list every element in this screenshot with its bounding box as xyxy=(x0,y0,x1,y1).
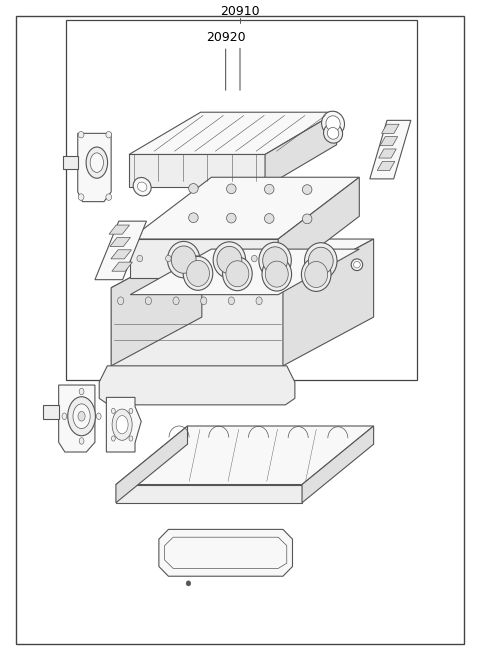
Ellipse shape xyxy=(262,257,291,291)
Polygon shape xyxy=(159,529,292,576)
Polygon shape xyxy=(63,156,78,169)
Ellipse shape xyxy=(322,111,345,136)
Ellipse shape xyxy=(183,257,213,290)
Ellipse shape xyxy=(106,132,112,138)
Ellipse shape xyxy=(201,297,207,305)
Polygon shape xyxy=(302,426,373,503)
Polygon shape xyxy=(111,250,132,259)
Ellipse shape xyxy=(111,436,115,441)
Ellipse shape xyxy=(96,413,101,419)
Ellipse shape xyxy=(168,242,200,278)
Polygon shape xyxy=(116,485,302,503)
Polygon shape xyxy=(112,262,132,271)
Polygon shape xyxy=(43,405,59,419)
Ellipse shape xyxy=(187,261,209,286)
Ellipse shape xyxy=(79,388,84,395)
Ellipse shape xyxy=(227,184,236,194)
Ellipse shape xyxy=(129,436,133,441)
Polygon shape xyxy=(111,288,283,366)
Polygon shape xyxy=(130,178,360,239)
Polygon shape xyxy=(265,112,336,187)
Bar xyxy=(66,20,417,381)
Polygon shape xyxy=(129,112,336,155)
Ellipse shape xyxy=(137,182,147,191)
Ellipse shape xyxy=(305,261,328,288)
Polygon shape xyxy=(377,161,395,170)
Polygon shape xyxy=(95,221,146,280)
Ellipse shape xyxy=(228,297,235,305)
Ellipse shape xyxy=(145,297,152,305)
Ellipse shape xyxy=(78,194,84,200)
Polygon shape xyxy=(59,385,95,452)
Polygon shape xyxy=(116,426,188,503)
Polygon shape xyxy=(111,239,202,366)
Ellipse shape xyxy=(137,255,143,262)
Polygon shape xyxy=(130,249,360,295)
Polygon shape xyxy=(107,398,141,452)
Polygon shape xyxy=(278,178,360,278)
Ellipse shape xyxy=(226,261,249,287)
Ellipse shape xyxy=(351,259,363,271)
Polygon shape xyxy=(111,239,373,288)
Polygon shape xyxy=(129,155,265,187)
Ellipse shape xyxy=(259,242,291,278)
Ellipse shape xyxy=(265,261,288,287)
Ellipse shape xyxy=(79,438,84,444)
Ellipse shape xyxy=(217,246,242,274)
Ellipse shape xyxy=(252,255,257,262)
Ellipse shape xyxy=(223,255,228,262)
Ellipse shape xyxy=(112,409,132,440)
Ellipse shape xyxy=(166,255,171,262)
Ellipse shape xyxy=(118,297,124,305)
Ellipse shape xyxy=(186,581,191,586)
Ellipse shape xyxy=(173,297,179,305)
Polygon shape xyxy=(116,426,373,485)
Ellipse shape xyxy=(354,261,360,268)
Ellipse shape xyxy=(256,297,262,305)
Polygon shape xyxy=(283,239,373,366)
Ellipse shape xyxy=(111,408,115,413)
Ellipse shape xyxy=(326,116,340,132)
Ellipse shape xyxy=(264,184,274,194)
Polygon shape xyxy=(109,225,130,234)
Ellipse shape xyxy=(62,413,67,419)
Ellipse shape xyxy=(68,397,96,436)
Ellipse shape xyxy=(305,243,337,279)
Ellipse shape xyxy=(86,147,108,178)
Ellipse shape xyxy=(327,128,339,140)
Ellipse shape xyxy=(133,178,151,196)
Ellipse shape xyxy=(223,257,252,291)
Ellipse shape xyxy=(78,411,85,421)
Ellipse shape xyxy=(227,214,236,223)
Ellipse shape xyxy=(78,132,84,138)
Ellipse shape xyxy=(129,408,133,413)
Ellipse shape xyxy=(90,153,104,172)
Ellipse shape xyxy=(116,415,128,434)
Ellipse shape xyxy=(194,255,200,262)
Polygon shape xyxy=(110,237,131,246)
Ellipse shape xyxy=(213,242,246,278)
Text: 20910: 20910 xyxy=(220,5,260,18)
Polygon shape xyxy=(99,366,295,405)
Ellipse shape xyxy=(263,247,288,274)
Polygon shape xyxy=(78,134,111,202)
Ellipse shape xyxy=(301,257,331,291)
Ellipse shape xyxy=(171,246,196,273)
Ellipse shape xyxy=(189,213,198,223)
Ellipse shape xyxy=(308,247,333,274)
Ellipse shape xyxy=(189,183,198,193)
Polygon shape xyxy=(379,149,396,158)
Polygon shape xyxy=(130,239,278,278)
Ellipse shape xyxy=(106,194,112,200)
Polygon shape xyxy=(382,124,399,134)
Polygon shape xyxy=(370,121,411,179)
Text: 20920: 20920 xyxy=(206,31,245,45)
Polygon shape xyxy=(380,137,397,145)
Ellipse shape xyxy=(302,185,312,195)
Ellipse shape xyxy=(264,214,274,223)
Ellipse shape xyxy=(73,404,90,428)
Ellipse shape xyxy=(302,214,312,224)
Ellipse shape xyxy=(324,124,343,143)
